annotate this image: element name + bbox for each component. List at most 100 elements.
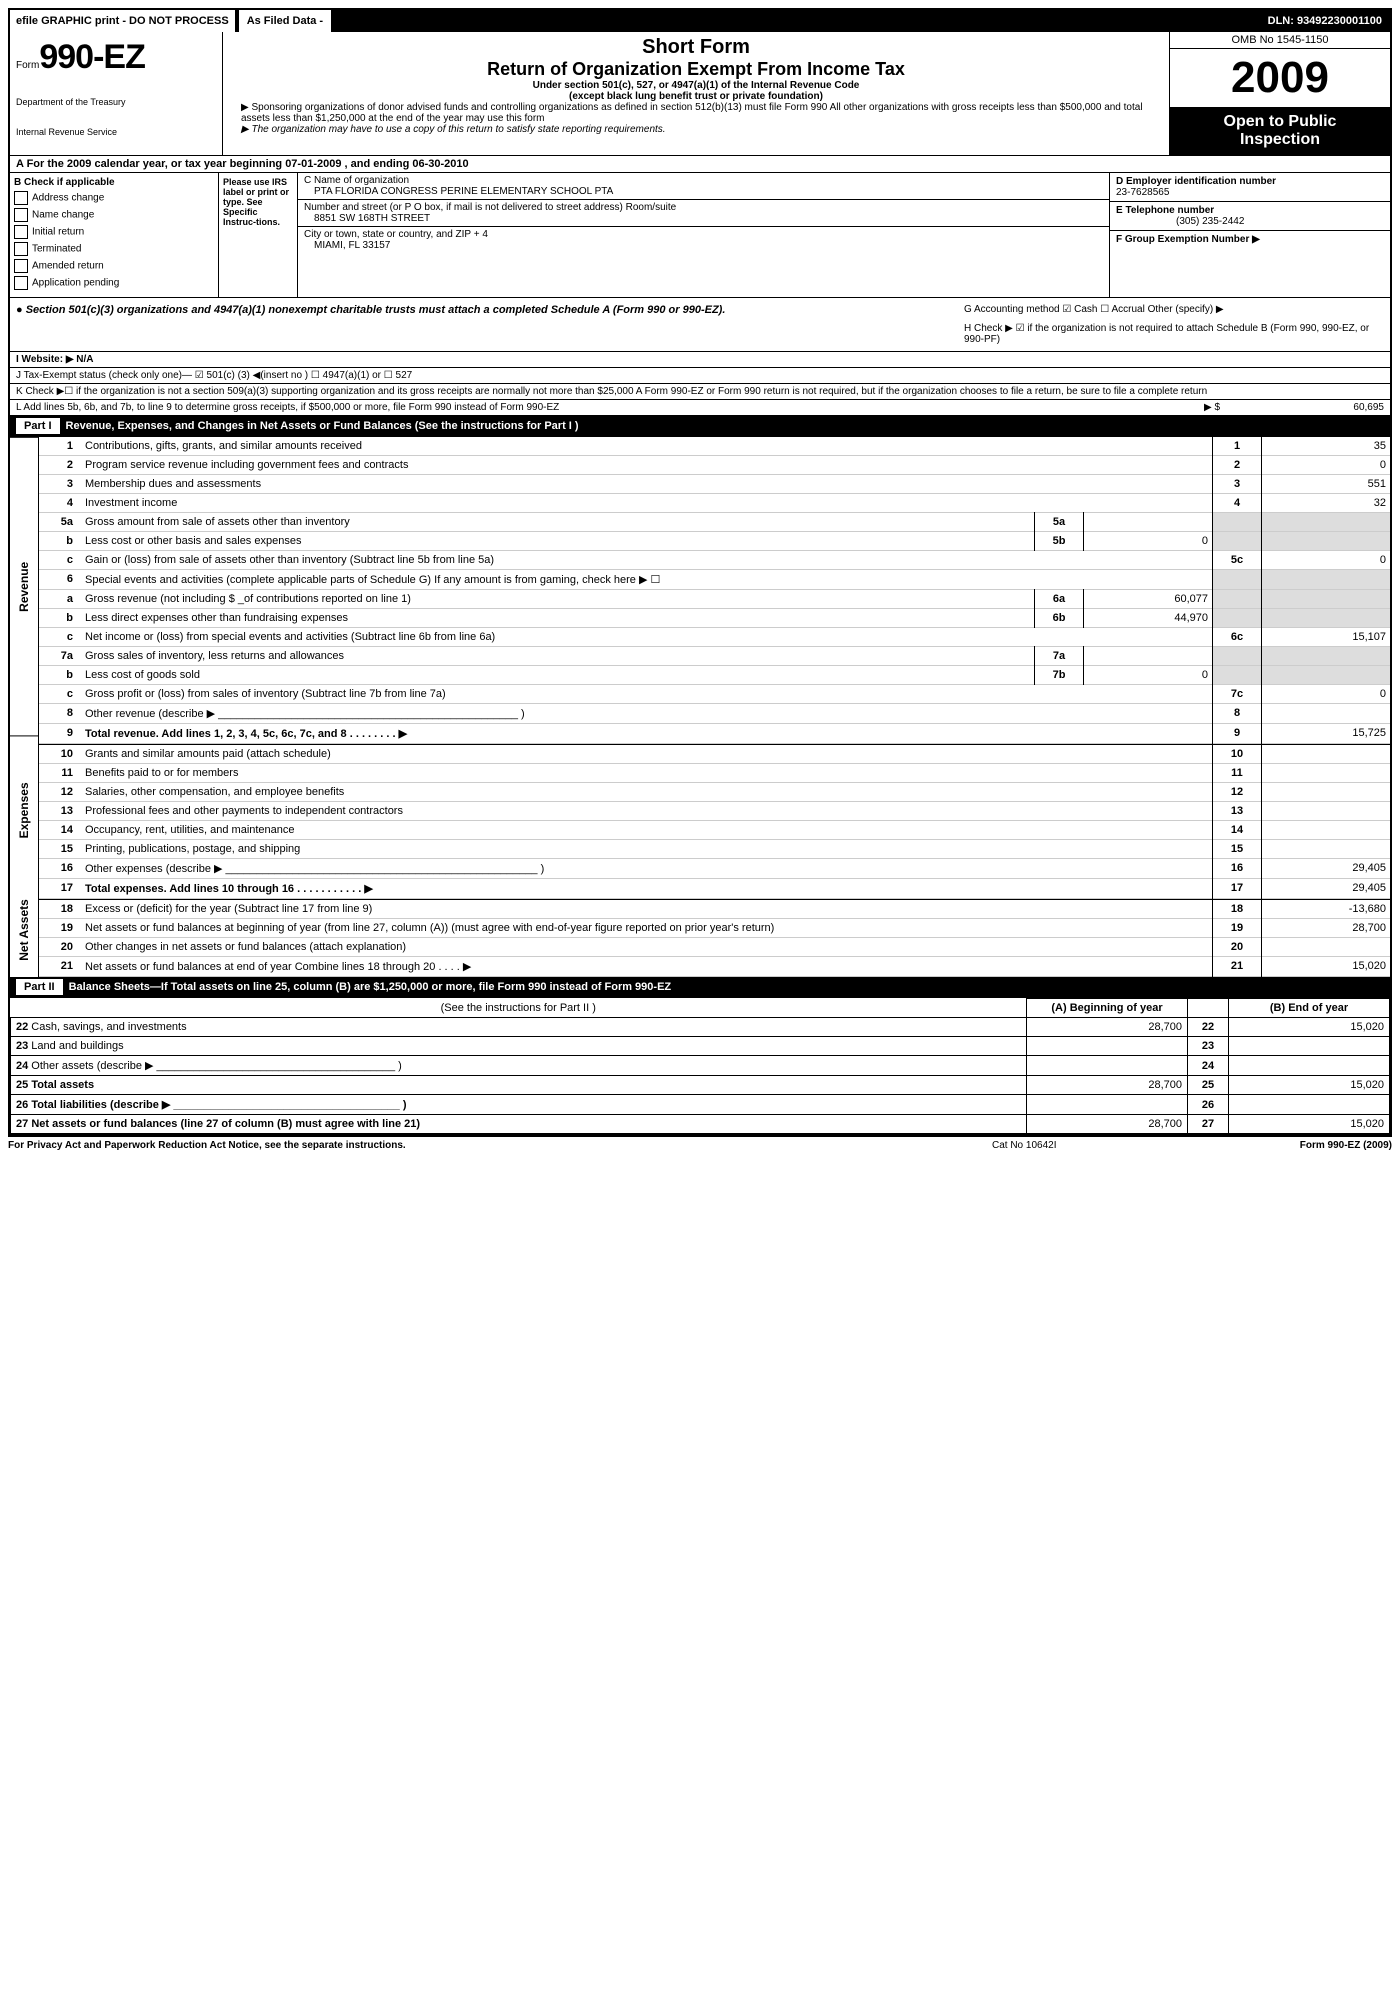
col-org: C Name of organization PTA FLORIDA CONGR…	[298, 173, 1109, 297]
bs-colA: (A) Beginning of year	[1027, 999, 1188, 1018]
line-l: L Add lines 5b, 6b, and 7b, to line 9 to…	[10, 400, 1390, 416]
bs-instr: (See the instructions for Part II )	[11, 999, 1027, 1018]
line-h: H Check ▶ ☑ if the organization is not r…	[964, 323, 1384, 345]
section-501: ● Section 501(c)(3) organizations and 49…	[10, 298, 1390, 352]
line-k: K Check ▶☐ if the organization is not a …	[10, 384, 1390, 400]
line-row: 14Occupancy, rent, utilities, and mainte…	[39, 821, 1390, 840]
bs-row: 24 Other assets (describe ▶ ____________…	[11, 1056, 1390, 1076]
note2: ▶ The organization may have to use a cop…	[241, 124, 666, 135]
lbl-initial: Initial return	[32, 227, 84, 238]
line-row: 4Investment income432	[39, 494, 1390, 513]
row-a: A For the 2009 calendar year, or tax yea…	[10, 156, 1390, 173]
part1-tag: Part I	[16, 418, 60, 434]
part2-tag: Part II	[16, 979, 63, 995]
bs-row: 22 Cash, savings, and investments28,7002…	[11, 1018, 1390, 1037]
f-label: F Group Exemption Number ▶	[1116, 234, 1260, 245]
note1: ▶ Sponsoring organizations of donor advi…	[231, 102, 1161, 124]
line-row: 7aGross sales of inventory, less returns…	[39, 647, 1390, 666]
e-label: E Telephone number	[1116, 205, 1214, 216]
netassets-table: 18Excess or (deficit) for the year (Subt…	[39, 899, 1390, 977]
line-row: 21Net assets or fund balances at end of …	[39, 957, 1390, 977]
line-row: cGain or (loss) from sale of assets othe…	[39, 551, 1390, 570]
balance-sheet: (See the instructions for Part II ) (A) …	[10, 998, 1390, 1134]
line-row: 6Special events and activities (complete…	[39, 570, 1390, 590]
header-mid: Short Form Return of Organization Exempt…	[223, 32, 1169, 155]
line-row: 9Total revenue. Add lines 1, 2, 3, 4, 5c…	[39, 724, 1390, 744]
tax-year: 2009	[1170, 49, 1390, 107]
lbl-address: Address change	[32, 193, 104, 204]
as-filed: As Filed Data -	[239, 10, 331, 32]
line-row: cGross profit or (loss) from sales of in…	[39, 685, 1390, 704]
d-val: 23-7628565	[1116, 187, 1169, 198]
line-row: 2Program service revenue including gover…	[39, 456, 1390, 475]
d-label: D Employer identification number	[1116, 176, 1276, 187]
lbl-amended: Amended return	[32, 261, 104, 272]
otp2: Inspection	[1174, 131, 1386, 149]
header-right: OMB No 1545-1150 2009 Open to Public Ins…	[1169, 32, 1390, 155]
line-row: 18Excess or (deficit) for the year (Subt…	[39, 900, 1390, 919]
main-title: Return of Organization Exempt From Incom…	[231, 59, 1161, 80]
header-left: Form990-EZ Department of the Treasury In…	[10, 32, 223, 155]
footer-mid: Cat No 10642I	[992, 1140, 1192, 1151]
line-j: J Tax-Exempt status (check only one)— ☑ …	[10, 368, 1390, 384]
line-row: 1Contributions, gifts, grants, and simil…	[39, 437, 1390, 456]
city-val: MIAMI, FL 33157	[304, 240, 1103, 251]
footer-right: Form 990-EZ (2009)	[1192, 1140, 1392, 1151]
line-row: 10Grants and similar amounts paid (attac…	[39, 745, 1390, 764]
chk-pending[interactable]	[14, 276, 28, 290]
revenue-table: 1Contributions, gifts, grants, and simil…	[39, 437, 1390, 744]
chk-name[interactable]	[14, 208, 28, 222]
bs-row: 23 Land and buildings23	[11, 1037, 1390, 1056]
footer-left: For Privacy Act and Paperwork Reduction …	[8, 1140, 992, 1151]
form-prefix: Form	[16, 60, 39, 71]
footer: For Privacy Act and Paperwork Reduction …	[8, 1136, 1392, 1154]
c-label: C Name of organization	[304, 175, 1103, 186]
line-row: 5aGross amount from sale of assets other…	[39, 513, 1390, 532]
line-row: aGross revenue (not including $ _of cont…	[39, 590, 1390, 609]
line-row: 3Membership dues and assessments3551	[39, 475, 1390, 494]
otp1: Open to Public	[1174, 113, 1386, 131]
part2-header: Part IIBalance Sheets—If Total assets on…	[10, 977, 1390, 998]
line-row: 12Salaries, other compensation, and empl…	[39, 783, 1390, 802]
line-row: 15Printing, publications, postage, and s…	[39, 840, 1390, 859]
bs-blank	[1188, 999, 1229, 1018]
city-label: City or town, state or country, and ZIP …	[304, 229, 1103, 240]
chk-address[interactable]	[14, 191, 28, 205]
header: Form990-EZ Department of the Treasury In…	[10, 32, 1390, 156]
form-container: efile GRAPHIC print - DO NOT PROCESS As …	[8, 8, 1392, 1136]
line-row: 19Net assets or fund balances at beginni…	[39, 919, 1390, 938]
addr-val: 8851 SW 168TH STREET	[304, 213, 1103, 224]
col-d: D Employer identification number 23-7628…	[1109, 173, 1390, 297]
line-l-val: 60,695	[1264, 402, 1384, 413]
e-val: (305) 235-2442	[1116, 216, 1244, 227]
line-row: cNet income or (loss) from special event…	[39, 628, 1390, 647]
line-row: 8Other revenue (describe ▶ _____________…	[39, 704, 1390, 724]
chk-amended[interactable]	[14, 259, 28, 273]
please-label: Please use IRS label or print or type. S…	[219, 173, 298, 297]
line-l-arrow: ▶ $	[1204, 402, 1264, 413]
content: 1Contributions, gifts, grants, and simil…	[39, 437, 1390, 977]
dept1: Department of the Treasury	[16, 97, 216, 107]
lbl-pending: Application pending	[32, 278, 119, 289]
lbl-name: Name change	[32, 210, 94, 221]
line-row: 11Benefits paid to or for members11	[39, 764, 1390, 783]
line-row: 13Professional fees and other payments t…	[39, 802, 1390, 821]
bs-row: 25 Total assets28,7002515,020	[11, 1076, 1390, 1095]
form-number: 990-EZ	[39, 38, 145, 76]
line-g: G Accounting method ☑ Cash ☐ Accrual Oth…	[964, 304, 1384, 315]
bs-row: 26 Total liabilities (describe ▶ _______…	[11, 1095, 1390, 1115]
part1-title: Revenue, Expenses, and Changes in Net As…	[66, 420, 579, 432]
subtitle1: Under section 501(c), 527, or 4947(a)(1)…	[231, 80, 1161, 91]
line-l-text: L Add lines 5b, 6b, and 7b, to line 9 to…	[16, 402, 1204, 413]
line-row: bLess cost of goods sold7b0	[39, 666, 1390, 685]
lbl-terminated: Terminated	[32, 244, 81, 255]
dept2: Internal Revenue Service	[16, 127, 216, 137]
sec501-text: ● Section 501(c)(3) organizations and 49…	[16, 304, 964, 345]
chk-terminated[interactable]	[14, 242, 28, 256]
line-i-text: I Website: ▶ N/A	[16, 354, 94, 365]
line-row: 20Other changes in net assets or fund ba…	[39, 938, 1390, 957]
chk-initial[interactable]	[14, 225, 28, 239]
omb: OMB No 1545-1150	[1170, 32, 1390, 49]
addr-label: Number and street (or P O box, if mail i…	[304, 202, 1103, 213]
sidebar-netassets: Net Assets	[10, 884, 38, 977]
